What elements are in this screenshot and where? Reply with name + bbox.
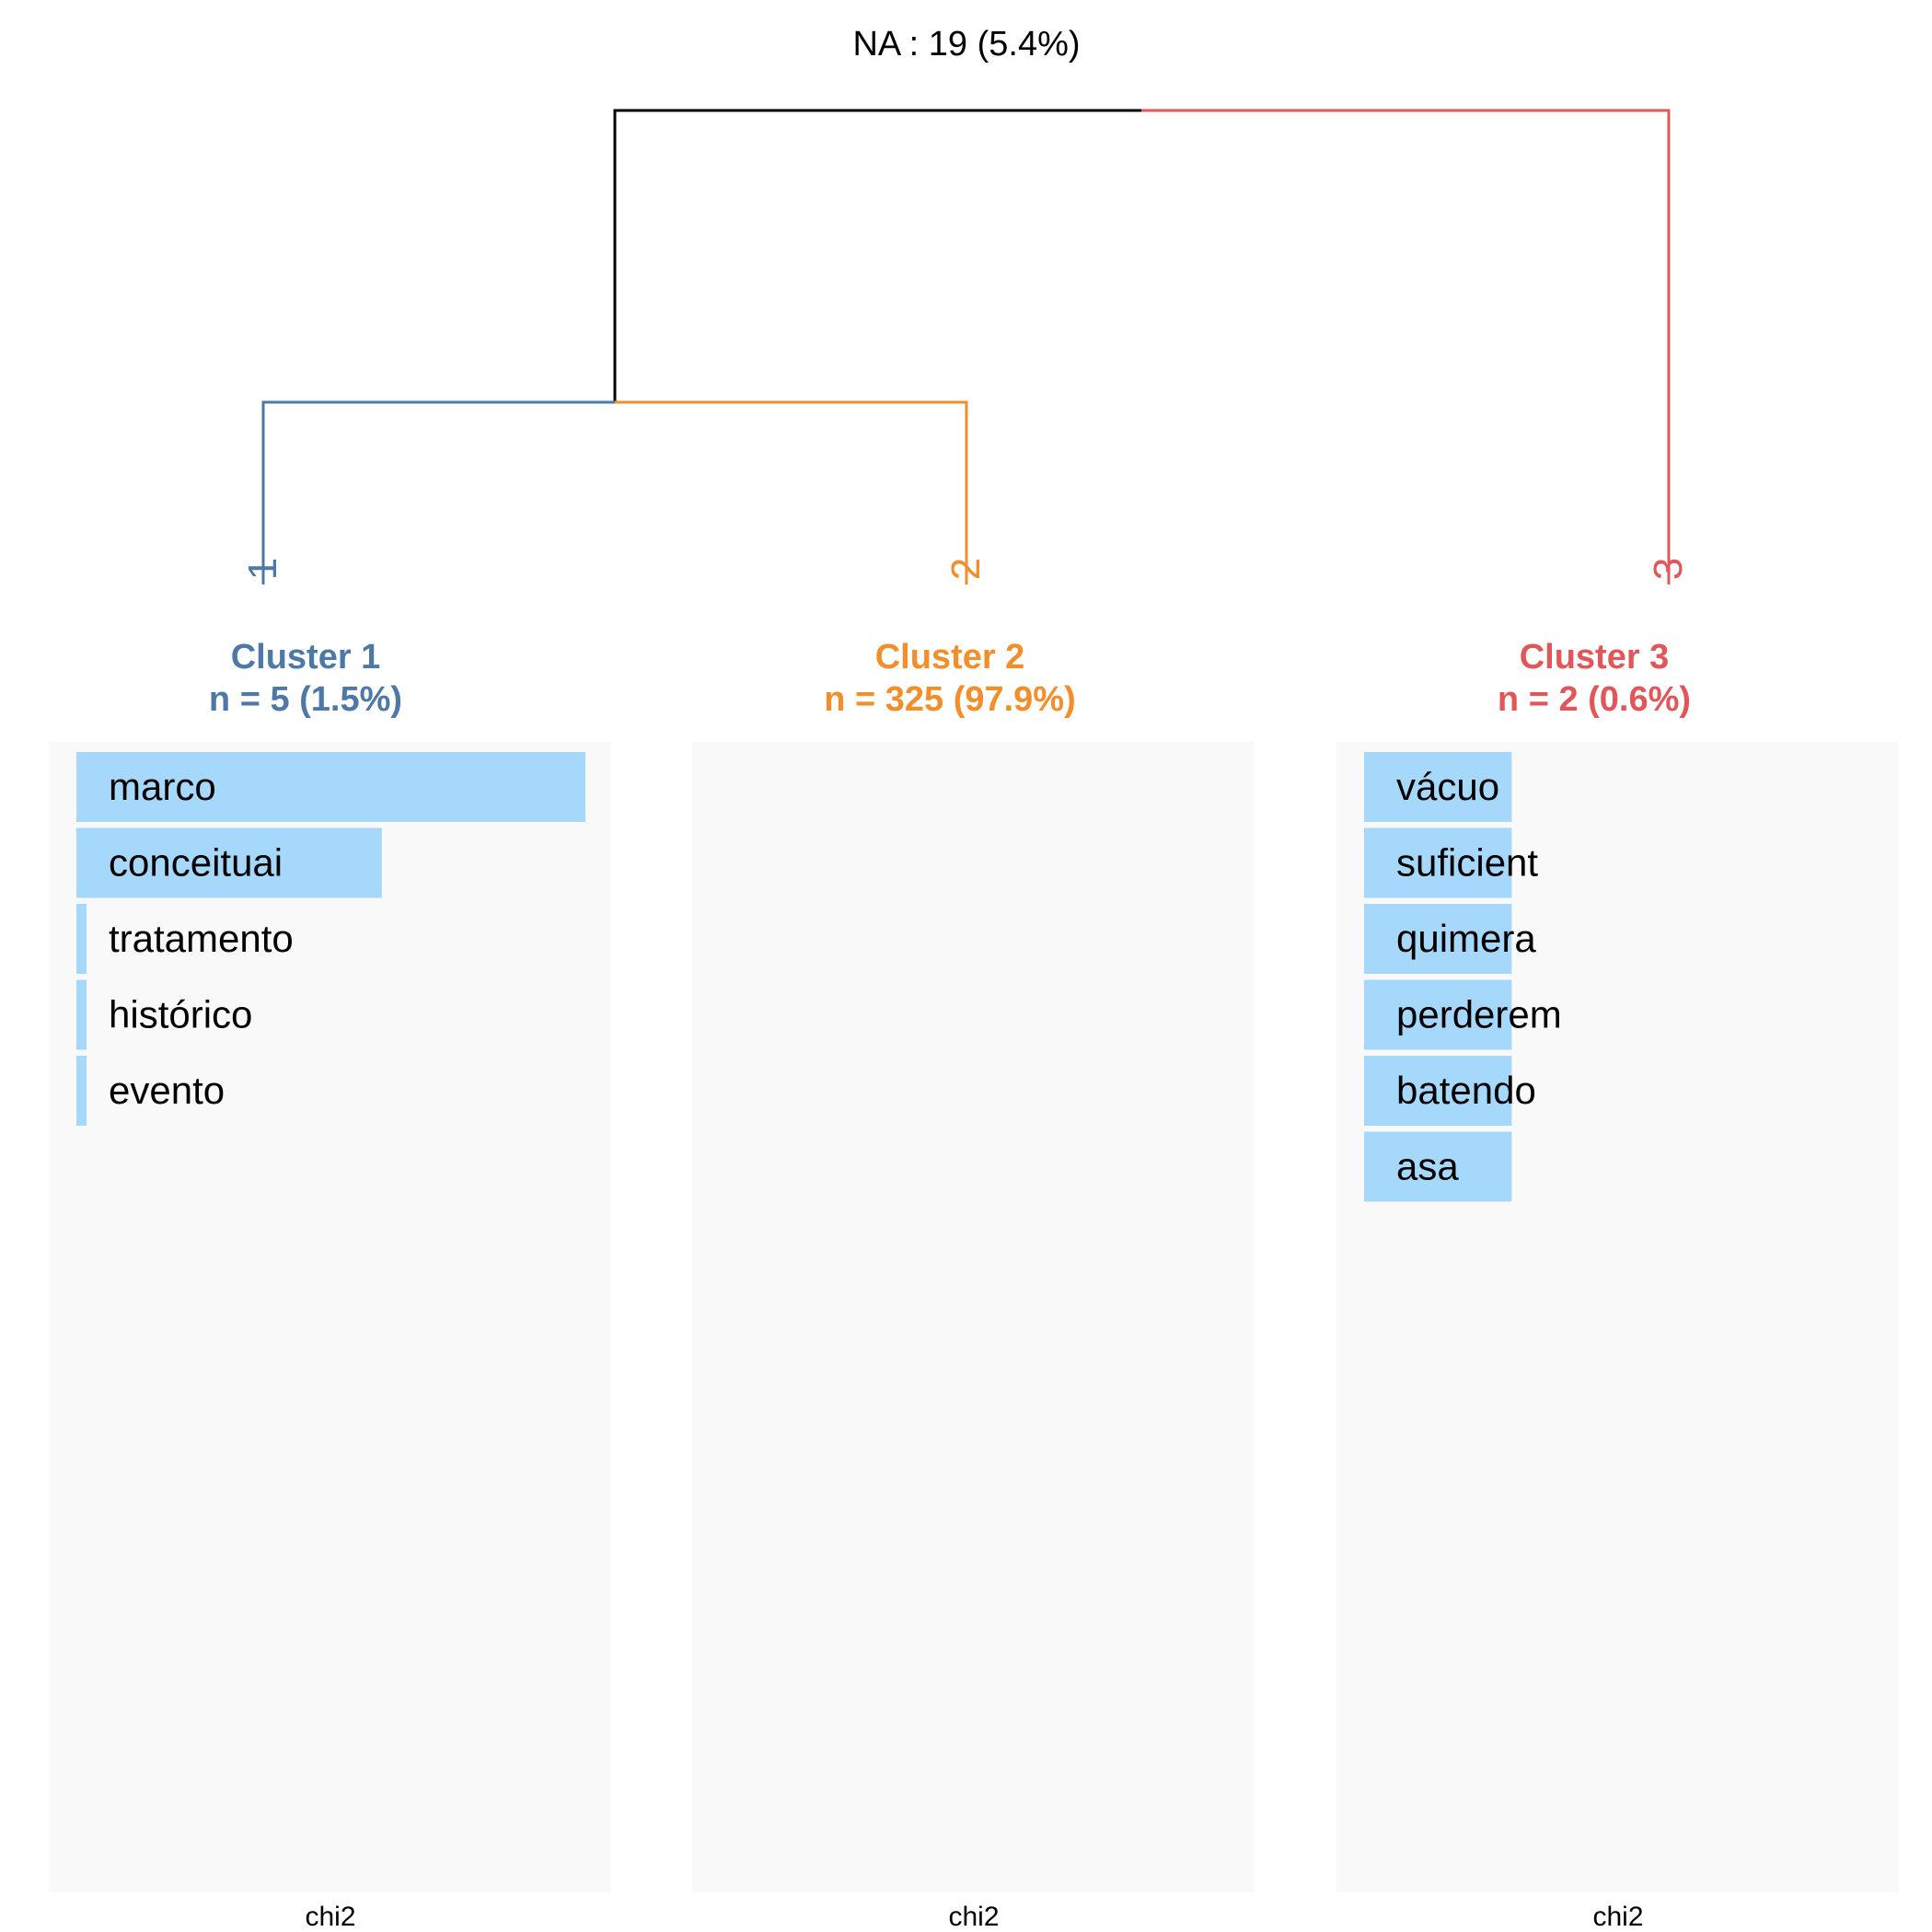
cluster-3-axis-label: chi2 bbox=[1592, 1902, 1643, 1932]
cluster-2-axis-label: chi2 bbox=[948, 1902, 999, 1932]
cluster-3-term-6: asa bbox=[1396, 1145, 1459, 1188]
cluster-1-bar-1 bbox=[76, 752, 585, 822]
cluster-1-bar-3 bbox=[76, 904, 87, 974]
cluster-3-bar-3 bbox=[1364, 904, 1512, 974]
cluster-1-term-2: conceituai bbox=[109, 841, 283, 885]
cluster-3-bar-2 bbox=[1364, 827, 1512, 898]
cluster-3-term-3: quimera bbox=[1396, 917, 1536, 960]
cluster-1-panel bbox=[49, 742, 611, 1892]
cluster-3-bar-5 bbox=[1364, 1056, 1512, 1126]
dendrogram-cluster2-branch bbox=[615, 400, 968, 584]
dendrogram-cluster3-branch bbox=[1141, 109, 1671, 584]
cluster-1-bar-4 bbox=[76, 979, 87, 1050]
dendrogram-cluster1-branch bbox=[261, 400, 615, 584]
cluster-3-title: Cluster 3 bbox=[1520, 638, 1670, 677]
leaf-label-1: 1 bbox=[240, 558, 285, 580]
cluster-3-bar-1 bbox=[1364, 752, 1512, 822]
cluster-1-bar-2 bbox=[76, 827, 382, 898]
cluster-3-size: n = 2 (0.6%) bbox=[1498, 680, 1691, 719]
cluster-3-bar-6 bbox=[1364, 1131, 1512, 1202]
cluster-3-term-1: vácuo bbox=[1396, 765, 1499, 808]
leaf-label-2: 2 bbox=[943, 558, 989, 580]
cluster-1-size: n = 5 (1.5%) bbox=[209, 680, 402, 719]
cluster-1-axis-label: chi2 bbox=[305, 1902, 355, 1932]
cluster-1-term-3: tratamento bbox=[109, 917, 294, 960]
cluster-2-title: Cluster 2 bbox=[875, 638, 1025, 677]
term-bars: marco conceituai tratamento histórico evento… bbox=[76, 752, 1562, 1202]
cluster-1-term-1: marco bbox=[109, 765, 216, 808]
cluster-3-term-2: suficient bbox=[1396, 841, 1538, 885]
dendrogram-root-branch bbox=[613, 109, 1141, 402]
cluster-2-panel bbox=[692, 742, 1255, 1892]
cluster-1-title: Cluster 1 bbox=[231, 638, 381, 677]
dendrogram: 1 2 3 bbox=[240, 109, 1691, 584]
cluster-1-term-4: histórico bbox=[109, 993, 252, 1036]
cluster-1-term-5: evento bbox=[109, 1069, 225, 1112]
cluster-2-size: n = 325 (97.9%) bbox=[824, 680, 1076, 719]
cluster-3-bar-4 bbox=[1364, 979, 1512, 1050]
cluster-1-bar-5 bbox=[76, 1056, 87, 1126]
cluster-3-term-5: batendo bbox=[1396, 1069, 1536, 1112]
na-label: NA : 19 (5.4%) bbox=[852, 25, 1080, 64]
leaf-label-3: 3 bbox=[1646, 558, 1691, 580]
cluster-3-term-4: perderem bbox=[1396, 993, 1562, 1036]
